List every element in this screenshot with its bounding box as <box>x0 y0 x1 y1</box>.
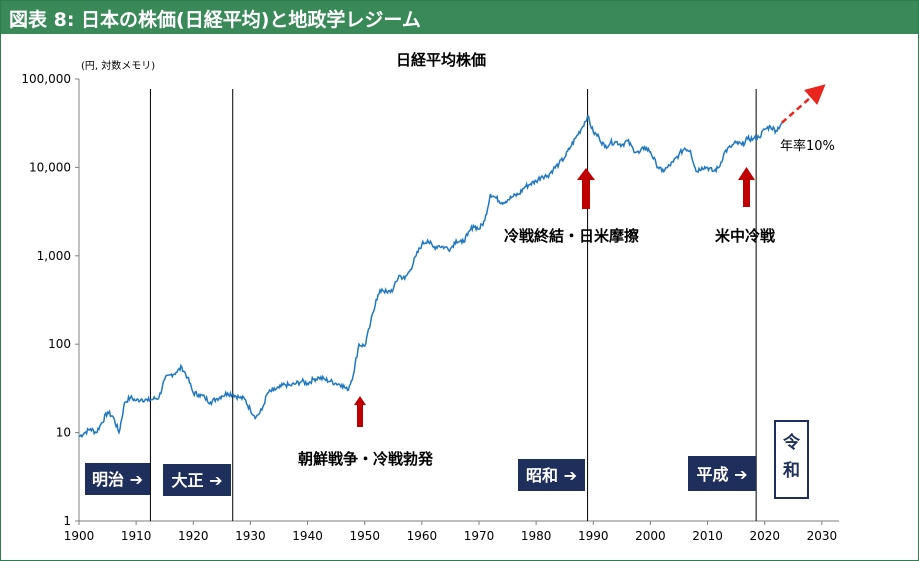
x-tick-label: 2020 <box>749 529 780 543</box>
x-tick-label: 2000 <box>635 529 666 543</box>
y-unit-label: (円, 対数メモリ) <box>81 59 155 72</box>
arrow-cold-war-end <box>577 168 595 209</box>
svg-text:令: 令 <box>783 432 801 453</box>
x-tick-label: 1900 <box>64 529 95 543</box>
nikkei-price-line <box>78 115 783 439</box>
y-tick-label: 1,000 <box>37 249 71 263</box>
x-tick-label: 1980 <box>521 529 552 543</box>
era-meiji: 明治 ➔ <box>85 463 150 495</box>
y-tick-label: 10,000 <box>29 160 71 174</box>
svg-text:平成 ➔: 平成 ➔ <box>697 465 748 484</box>
annotation-us-china: 米中冷戦 <box>715 227 776 245</box>
y-tick-label: 10 <box>56 426 71 440</box>
x-tick-label: 1930 <box>235 529 266 543</box>
x-tick-label: 2030 <box>807 529 838 543</box>
figure-header: 図表 8: 日本の株価(日経平均)と地政学レジーム <box>1 1 918 34</box>
projection-label: 年率10% <box>780 138 835 154</box>
figure-title: 図表 8: 日本の株価(日経平均)と地政学レジーム <box>9 9 421 31</box>
x-tick-label: 2010 <box>692 529 723 543</box>
svg-text:和: 和 <box>783 461 800 481</box>
x-tick-label: 1940 <box>292 529 323 543</box>
era-reiwa: 令 和 <box>774 420 809 499</box>
x-tick-label: 1960 <box>407 529 438 543</box>
svg-text:昭和 ➔: 昭和 ➔ <box>526 466 577 485</box>
era-showa: 昭和 ➔ <box>518 459 585 491</box>
projection-arrow <box>781 84 826 124</box>
era-taisho: 大正 ➔ <box>163 464 231 496</box>
era-heisei: 平成 ➔ <box>688 456 756 491</box>
x-tick-label: 1920 <box>178 529 209 543</box>
annotation-korean-war: 朝鮮戦争・冷戦勃発 <box>298 450 434 468</box>
x-tick-label: 1910 <box>121 529 152 543</box>
chart-title: 日経平均株価 <box>396 51 486 69</box>
x-tick-label: 1990 <box>578 529 609 543</box>
y-tick-label: 100,000 <box>21 72 71 86</box>
y-tick-label: 1 <box>63 514 71 528</box>
x-tick-label: 1970 <box>464 529 495 543</box>
arrow-us-china-cold-war <box>738 167 755 207</box>
nikkei-chart: 日経平均株価 (円, 対数メモリ) 1 10 100 1,000 10,000 100,0… <box>21 51 839 543</box>
x-tick-label: 1950 <box>349 529 380 543</box>
arrow-korean-war <box>354 396 366 427</box>
y-tick-label: 100 <box>48 337 71 351</box>
svg-text:大正 ➔: 大正 ➔ <box>172 471 223 490</box>
annotation-cold-war-end: 冷戦終結・日米摩擦 <box>504 227 639 245</box>
svg-text:明治 ➔: 明治 ➔ <box>92 470 143 489</box>
